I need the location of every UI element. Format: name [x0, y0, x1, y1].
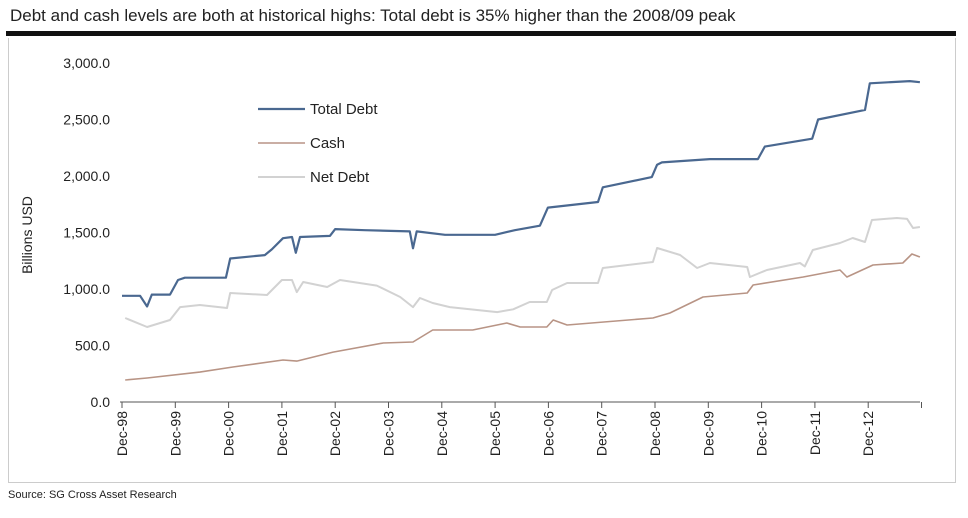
- x-tick-label: Dec-98: [114, 411, 130, 456]
- x-tick-label: Dec-07: [594, 411, 610, 456]
- y-tick-label: 2,000.0: [63, 168, 110, 184]
- y-tick-label: 500.0: [75, 338, 110, 354]
- y-tick-label: 0.0: [91, 394, 111, 410]
- x-tick-label: Dec-12: [860, 411, 876, 456]
- legend-label: Net Debt: [310, 169, 370, 186]
- legend-label: Cash: [310, 135, 345, 152]
- y-axis-label: Billions USD: [19, 196, 35, 274]
- y-tick-label: 1,000.0: [63, 281, 110, 297]
- x-tick-label: Dec-04: [434, 411, 450, 456]
- x-tick-label: Dec-05: [487, 411, 503, 456]
- x-tick-label: Dec-10: [754, 411, 770, 456]
- y-tick-label: 2,500.0: [63, 112, 110, 128]
- y-tick-label: 1,500.0: [63, 225, 110, 241]
- y-tick-label: 3,000.0: [63, 55, 110, 71]
- series-line-total-debt: [122, 79, 921, 308]
- x-tick-label: Dec-99: [167, 411, 183, 456]
- series-line-net-debt: [124, 217, 921, 328]
- legend-label: Total Debt: [310, 101, 378, 118]
- chart-title: Debt and cash levels are both at histori…: [10, 6, 736, 25]
- series-line-cash: [125, 253, 921, 381]
- x-tick-label: Dec-06: [540, 411, 556, 456]
- chart-frame: [8, 38, 956, 483]
- x-tick-label: Dec-11: [807, 411, 823, 455]
- x-tick-label: Dec-00: [221, 411, 237, 456]
- title-rule: [6, 31, 956, 36]
- x-tick-label: Dec-02: [327, 411, 343, 456]
- x-tick-label: Dec-03: [381, 411, 397, 456]
- source-note: Source: SG Cross Asset Research: [8, 489, 177, 501]
- x-tick-label: Dec-09: [700, 411, 716, 456]
- x-tick-label: Dec-08: [647, 411, 663, 456]
- x-tick-label: Dec-01: [274, 411, 290, 456]
